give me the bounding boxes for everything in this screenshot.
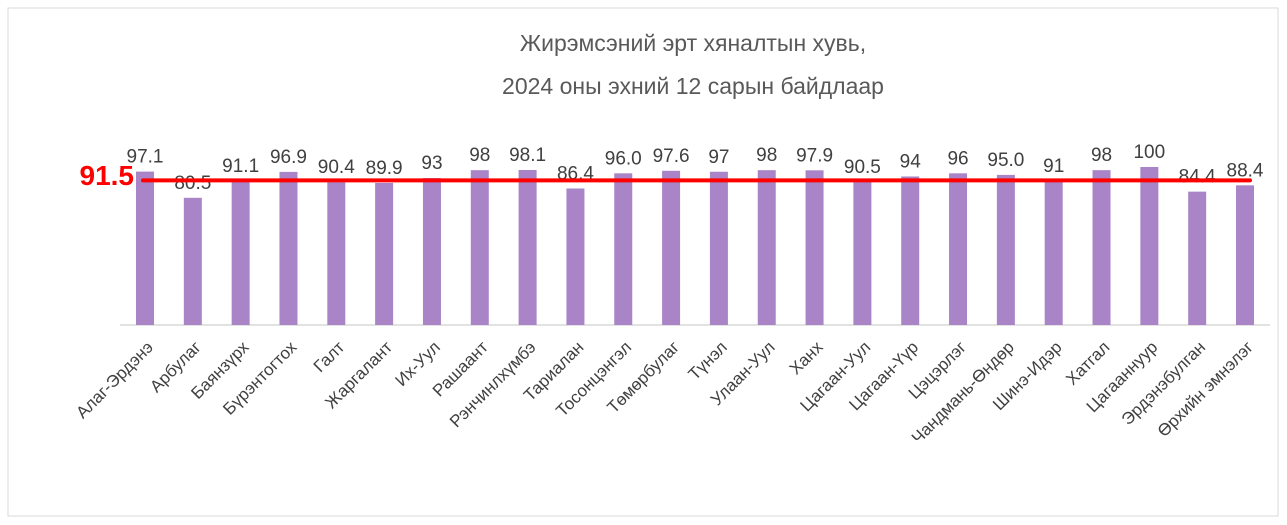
chart-frame bbox=[7, 7, 1279, 517]
bar bbox=[422, 178, 441, 325]
chart-title: Жирэмсэний эрт хяналтын хувь, bbox=[520, 30, 866, 56]
bar bbox=[853, 182, 872, 325]
bar bbox=[470, 170, 489, 325]
bar bbox=[901, 176, 920, 325]
data-label: 96.9 bbox=[270, 147, 307, 168]
data-label: 100 bbox=[1133, 142, 1165, 163]
bar bbox=[1044, 181, 1063, 325]
data-label: 96.0 bbox=[605, 148, 642, 169]
data-label: 91.1 bbox=[222, 156, 259, 177]
data-label: 96 bbox=[947, 148, 968, 169]
bar bbox=[136, 171, 154, 325]
bar bbox=[1092, 170, 1111, 325]
bar bbox=[1140, 167, 1159, 325]
data-label: 94 bbox=[900, 151, 922, 172]
data-label: 91 bbox=[1043, 156, 1064, 177]
data-label: 98 bbox=[1091, 145, 1112, 166]
data-label: 90.4 bbox=[318, 157, 355, 178]
bar bbox=[518, 170, 537, 325]
bar bbox=[183, 197, 202, 325]
data-label: 95.0 bbox=[987, 150, 1024, 171]
data-label: 97.1 bbox=[127, 147, 164, 168]
bar bbox=[805, 170, 824, 325]
data-label: 97.9 bbox=[796, 145, 833, 166]
bar bbox=[375, 182, 394, 325]
reference-label: 91.5 bbox=[80, 160, 135, 191]
data-label: 98.1 bbox=[509, 145, 546, 166]
data-label: 89.9 bbox=[366, 158, 403, 179]
bar bbox=[757, 170, 776, 325]
bar bbox=[279, 171, 298, 325]
data-label: 90.5 bbox=[844, 157, 881, 178]
bar bbox=[996, 174, 1015, 325]
chart-title: 2024 оны эхний 12 сарын байдлаар bbox=[502, 73, 884, 99]
data-label: 98 bbox=[756, 145, 777, 166]
bar bbox=[1236, 185, 1254, 325]
data-label: 97 bbox=[708, 147, 729, 168]
bar bbox=[949, 173, 968, 325]
data-label: 88.4 bbox=[1227, 160, 1264, 181]
data-label: 97.6 bbox=[653, 146, 690, 167]
data-label: 98 bbox=[469, 145, 490, 166]
bar bbox=[1188, 191, 1207, 325]
data-label: 84.4 bbox=[1179, 167, 1216, 188]
bar bbox=[327, 182, 346, 325]
bar bbox=[662, 170, 681, 325]
bar bbox=[566, 188, 585, 325]
data-label: 93 bbox=[421, 153, 442, 174]
bar bbox=[709, 171, 728, 325]
bar bbox=[614, 173, 633, 325]
data-label: 80.5 bbox=[174, 173, 211, 194]
bar bbox=[231, 181, 250, 325]
